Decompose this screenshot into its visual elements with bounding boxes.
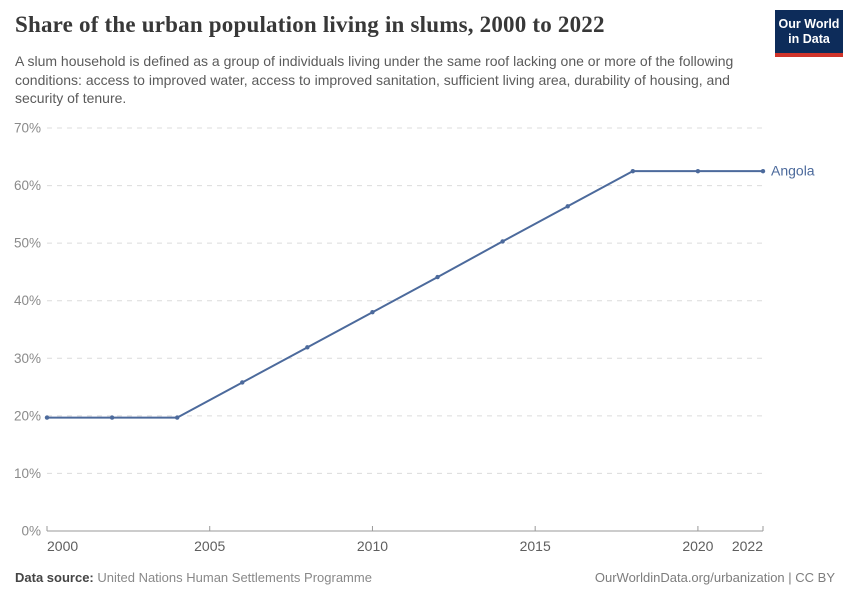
- data-point[interactable]: [760, 168, 766, 174]
- x-axis-tick-label: 2005: [194, 538, 225, 554]
- y-axis-tick-label: 40%: [14, 293, 41, 308]
- y-axis-tick-label: 70%: [14, 121, 41, 136]
- y-axis-tick-label: 0%: [21, 524, 41, 539]
- chart-footer: Data source: United Nations Human Settle…: [15, 570, 835, 585]
- data-point[interactable]: [630, 168, 636, 174]
- data-point[interactable]: [174, 415, 180, 420]
- data-point[interactable]: [44, 415, 50, 420]
- x-axis-tick-label: 2010: [357, 538, 388, 554]
- y-axis-tick-label: 50%: [14, 236, 41, 251]
- y-axis-tick-label: 60%: [14, 178, 41, 193]
- data-point[interactable]: [109, 415, 115, 420]
- data-point[interactable]: [305, 345, 310, 350]
- data-point[interactable]: [565, 204, 570, 209]
- x-axis-tick-label: 2000: [47, 538, 78, 554]
- owid-logo[interactable]: Our World in Data: [775, 10, 843, 57]
- owid-logo-line1: Our World: [778, 17, 840, 31]
- attribution-link[interactable]: OurWorldinData.org/urbanization | CC BY: [594, 570, 835, 585]
- data-source-value: United Nations Human Settlements Program…: [97, 570, 372, 585]
- chart-title: Share of the urban population living in …: [15, 12, 605, 37]
- data-source-label: Data source:: [15, 570, 94, 585]
- data-point[interactable]: [370, 310, 375, 315]
- y-axis-tick-label: 10%: [14, 466, 41, 481]
- chart-subtitle: A slum household is defined as a group o…: [15, 53, 734, 107]
- x-axis-tick-label: 2022: [732, 538, 763, 554]
- x-axis-tick-label: 2015: [520, 538, 551, 554]
- data-point[interactable]: [435, 274, 440, 280]
- x-axis-tick-label: 2020: [682, 538, 713, 554]
- y-axis-tick-label: 30%: [14, 351, 41, 366]
- entity-label[interactable]: Angola: [771, 163, 815, 179]
- data-point[interactable]: [240, 380, 245, 385]
- data-source: Data source: United Nations Human Settle…: [15, 570, 372, 585]
- owid-logo-line2: in Data: [788, 32, 830, 46]
- y-axis-tick-label: 20%: [14, 408, 41, 423]
- data-point[interactable]: [500, 239, 505, 244]
- data-point[interactable]: [695, 168, 701, 174]
- series-line-angola[interactable]: [46, 170, 764, 419]
